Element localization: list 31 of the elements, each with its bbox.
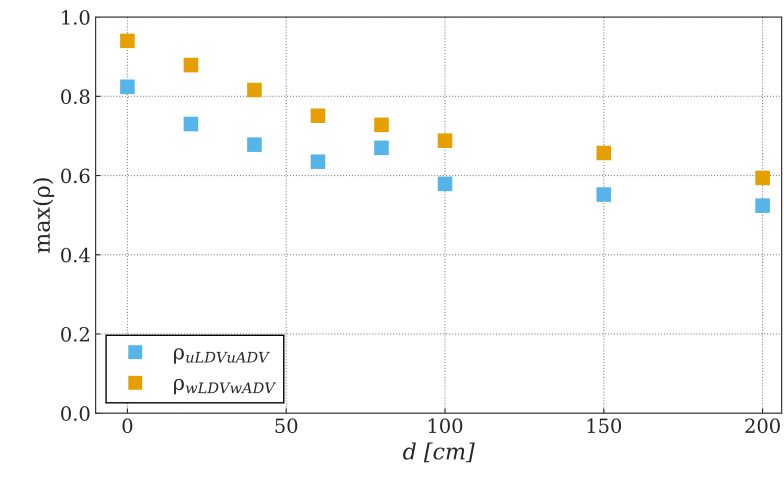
point	[438, 176, 452, 192]
y-tick-label: 0.2	[61, 326, 89, 342]
point	[120, 34, 135, 48]
point	[184, 116, 198, 132]
point	[247, 137, 262, 152]
point	[755, 198, 770, 213]
point	[374, 118, 389, 132]
x-axis-title: d [cm]	[403, 442, 475, 462]
x-tick-label: 50	[275, 418, 298, 434]
x-tick-label: 150	[588, 418, 622, 434]
point	[596, 187, 612, 202]
y-tick-label: 0.4	[61, 248, 90, 262]
x-tick-label: 100	[428, 418, 462, 434]
x-tick-label: 200	[745, 418, 780, 434]
point	[310, 154, 326, 169]
legend-label: ρ$_{wLDVwADV}$	[174, 378, 276, 394]
legend-label: ρ$_{uLDVuADV}$	[174, 348, 270, 364]
y-tick-label: 0.0	[61, 406, 90, 421]
point	[374, 140, 389, 156]
point	[596, 146, 612, 160]
y-tick-label: 0.8	[61, 89, 90, 104]
point	[438, 133, 452, 148]
y-tick-label: 1.0	[62, 10, 90, 25]
y-axis-title: max(ρ)	[32, 178, 54, 253]
x-tick-label: 0	[122, 418, 132, 434]
y-tick-label: 0.6	[61, 168, 90, 184]
point	[184, 58, 198, 72]
point	[755, 170, 770, 186]
point	[120, 80, 135, 94]
point	[310, 108, 326, 124]
point	[247, 82, 262, 98]
